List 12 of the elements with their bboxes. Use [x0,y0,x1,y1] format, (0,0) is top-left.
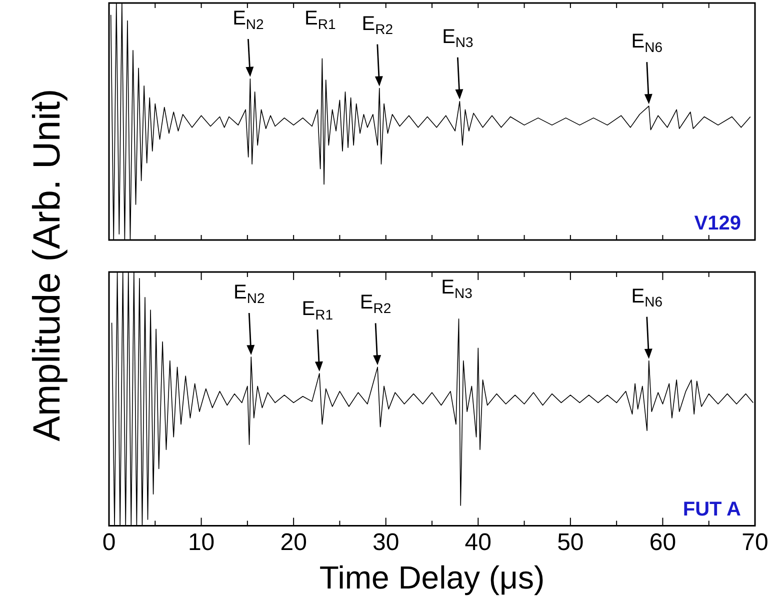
x-tick-label: 70 [742,528,768,556]
x-tick-label: 10 [188,528,215,556]
x-axis-title: Time Delay (μs) [319,560,545,596]
x-tick-label: 0 [102,528,116,556]
annotation: FUT A [682,498,741,520]
x-tick-label: 30 [372,528,400,556]
x-tick-label: 60 [649,528,676,556]
x-tick-label: 20 [280,528,307,556]
x-tick-label: 40 [464,528,492,556]
y-axis-title: Amplitude (Arb. Unit) [26,88,70,442]
x-tick-label: 50 [557,528,584,556]
annotation: V129 [694,212,741,235]
